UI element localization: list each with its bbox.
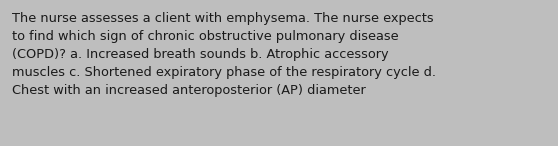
Text: The nurse assesses a client with emphysema. The nurse expects
to find which sign: The nurse assesses a client with emphyse… xyxy=(12,12,436,97)
